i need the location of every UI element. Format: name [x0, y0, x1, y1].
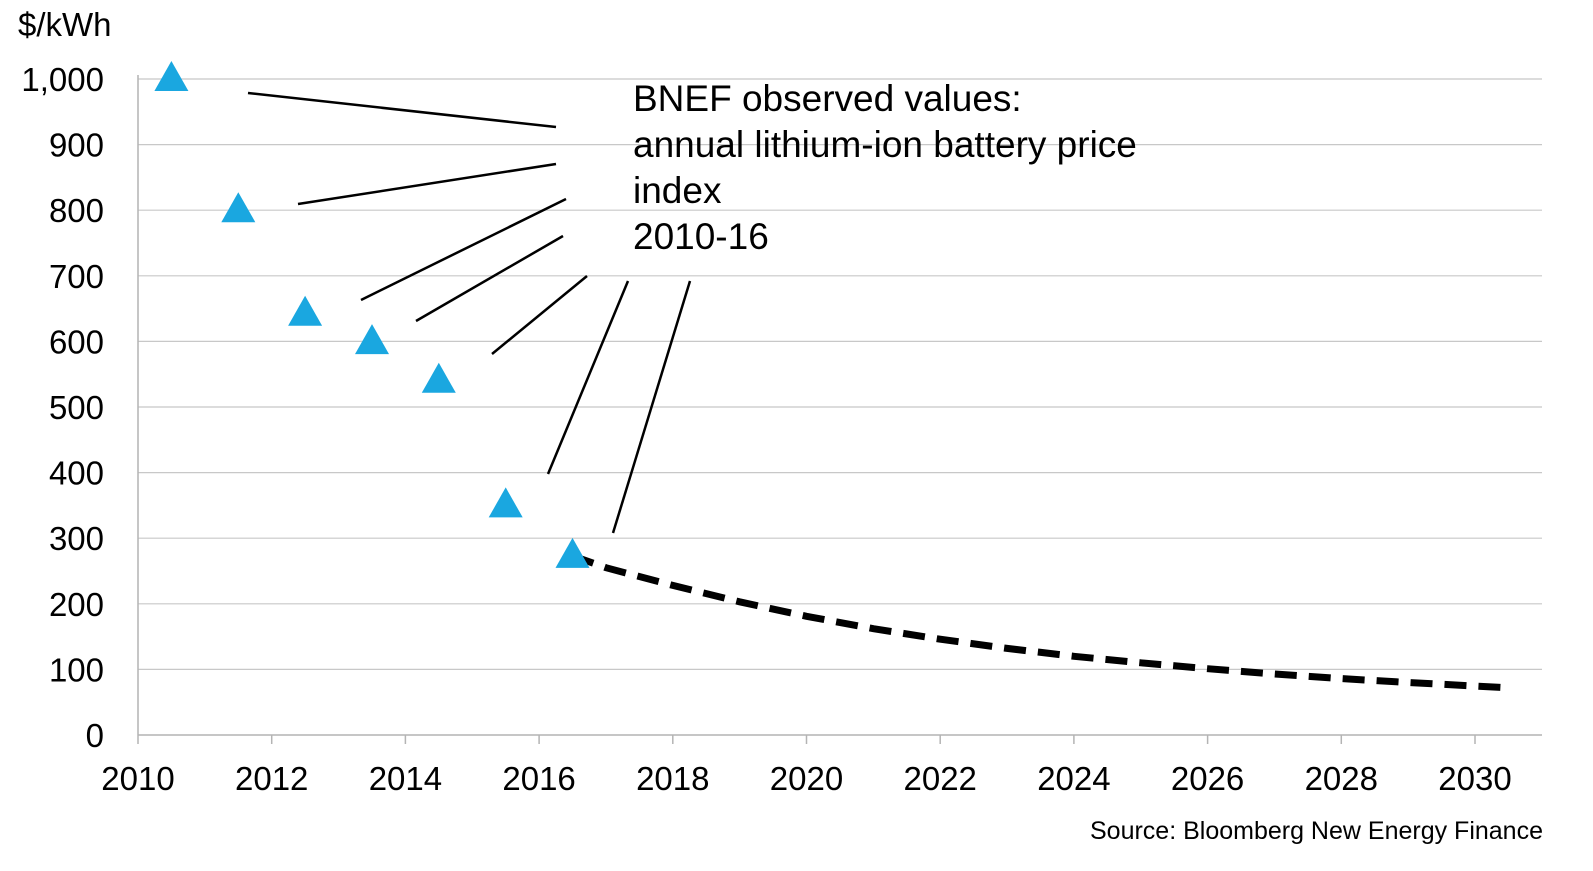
leader-line	[297, 162, 557, 206]
leader-line	[360, 197, 567, 302]
source-note: Source: Bloomberg New Energy Finance	[1089, 817, 1543, 845]
y-tick-label: 900	[49, 127, 104, 164]
x-tick-label: 2010	[101, 760, 174, 797]
y-tick-label: 400	[49, 455, 104, 492]
x-tick-label: 2016	[502, 760, 575, 797]
y-tick-labels: 0 100 200 300 400 500 600 700 800 900 1,000	[21, 61, 104, 754]
x-tick-labels: 2010 2012 2014 2016 2018 2020 2022 2024 2026 2028…	[101, 760, 1511, 797]
leader-line	[415, 234, 564, 323]
y-tick-label: 100	[49, 651, 104, 688]
data-point-triangle	[154, 61, 189, 91]
y-tick-label: 600	[49, 323, 104, 360]
axes	[137, 75, 1542, 744]
data-point-triangle	[355, 324, 389, 355]
x-tick-label: 2022	[903, 760, 976, 797]
leader-line	[611, 280, 692, 534]
data-point-triangle	[221, 192, 256, 223]
leader-line	[247, 91, 557, 129]
x-tick-label: 2030	[1438, 760, 1511, 797]
observed-series	[154, 61, 590, 568]
y-tick-label: 500	[49, 389, 104, 426]
y-tick-label: 0	[86, 717, 104, 754]
data-point-triangle	[488, 487, 523, 518]
x-tick-label: 2026	[1171, 760, 1244, 797]
annotation-line-4: 2010-16	[633, 216, 769, 257]
x-tick-label: 2020	[770, 760, 843, 797]
x-tick-label: 2024	[1037, 760, 1110, 797]
data-point-triangle	[421, 362, 456, 393]
x-tick-label: 2014	[369, 760, 442, 797]
forecast-series	[571, 552, 1509, 692]
annotation-line-2: annual lithium-ion battery price	[633, 124, 1137, 165]
data-point-triangle	[555, 537, 590, 568]
forecast-line	[571, 552, 1509, 692]
y-axis-label: $/kWh	[18, 6, 112, 43]
x-tick-label: 2012	[235, 760, 308, 797]
y-tick-label: 200	[49, 586, 104, 623]
y-tick-label: 700	[49, 258, 104, 295]
leader-line	[491, 275, 588, 355]
annotation-line-3: index	[633, 170, 722, 211]
annotation-text: BNEF observed values: annual lithium-ion…	[633, 76, 1137, 260]
data-point-triangle	[288, 295, 323, 326]
annotation-leader-lines	[247, 91, 692, 534]
y-tick-label: 300	[49, 520, 104, 557]
x-tick-label: 2018	[636, 760, 709, 797]
annotation-line-1: BNEF observed values:	[633, 78, 1022, 119]
y-tick-label: 800	[49, 192, 104, 229]
leader-line	[546, 280, 630, 475]
y-tick-label: 1,000	[21, 61, 104, 98]
x-tick-label: 2028	[1305, 760, 1378, 797]
